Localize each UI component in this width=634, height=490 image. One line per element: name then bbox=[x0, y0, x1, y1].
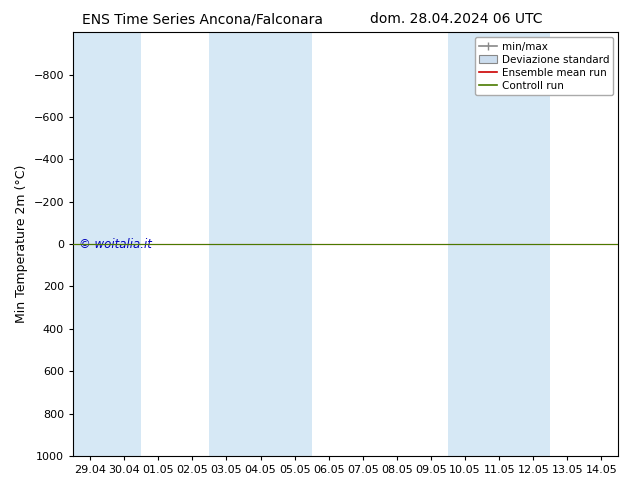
Y-axis label: Min Temperature 2m (°C): Min Temperature 2m (°C) bbox=[15, 165, 28, 323]
Bar bbox=[448, 32, 550, 456]
Legend: min/max, Deviazione standard, Ensemble mean run, Controll run: min/max, Deviazione standard, Ensemble m… bbox=[474, 37, 613, 95]
Text: dom. 28.04.2024 06 UTC: dom. 28.04.2024 06 UTC bbox=[370, 12, 543, 26]
Text: ENS Time Series Ancona/Falconara: ENS Time Series Ancona/Falconara bbox=[82, 12, 323, 26]
Bar bbox=[73, 32, 141, 456]
Text: © woitalia.it: © woitalia.it bbox=[79, 238, 152, 250]
Bar bbox=[209, 32, 312, 456]
